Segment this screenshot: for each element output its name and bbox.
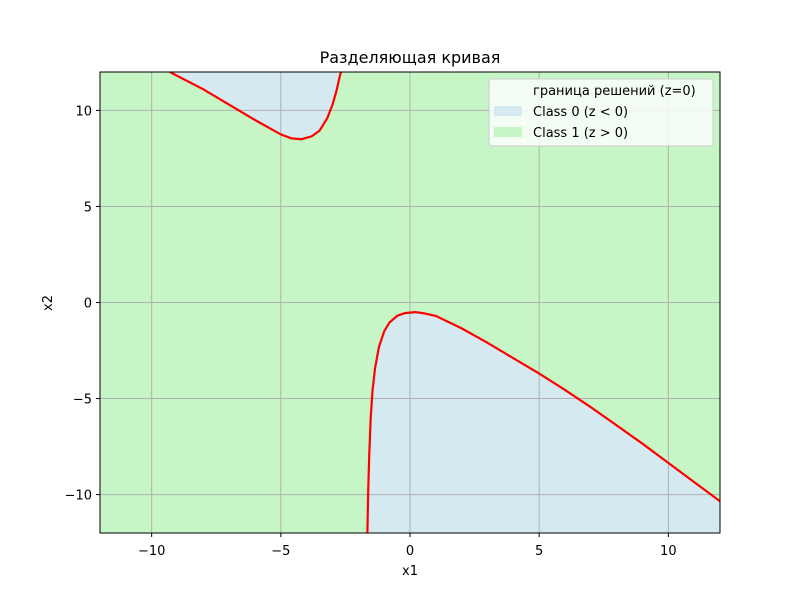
x-tick-label: −5 bbox=[271, 544, 290, 559]
legend-swatch-class1 bbox=[494, 127, 522, 137]
boundary-curve-lower bbox=[366, 310, 720, 533]
x-tick-label: 5 bbox=[535, 544, 543, 559]
x-tick-label: −10 bbox=[138, 544, 165, 559]
chart-title: Разделяющая кривая bbox=[320, 48, 501, 67]
legend: граница решений (z=0) Class 0 (z < 0) Clas… bbox=[488, 78, 714, 147]
x-axis: −10 −5 0 5 10 bbox=[138, 533, 677, 559]
legend-label: граница решений (z=0) bbox=[533, 84, 696, 99]
x-axis-label: x1 bbox=[402, 564, 418, 579]
y-tick-label: −10 bbox=[65, 489, 92, 504]
y-axis: −10 −5 0 5 10 bbox=[65, 104, 100, 504]
legend-box bbox=[488, 78, 714, 147]
legend-label: Class 0 (z < 0) bbox=[533, 105, 628, 120]
legend-label: Class 1 (z > 0) bbox=[533, 126, 628, 141]
grid bbox=[100, 72, 720, 533]
y-tick-label: −5 bbox=[73, 393, 92, 408]
plot-area bbox=[100, 72, 720, 533]
y-tick-label: 10 bbox=[75, 104, 92, 119]
boundary-curves bbox=[169, 72, 720, 533]
y-tick-label: 5 bbox=[84, 200, 92, 215]
y-tick-label: 0 bbox=[84, 297, 92, 312]
y-axis-label: x2 bbox=[41, 295, 56, 311]
x-tick-label: 0 bbox=[406, 544, 414, 559]
class0-region-lower bbox=[367, 312, 720, 533]
boundary-curve-upper bbox=[169, 72, 343, 141]
legend-swatch-class0 bbox=[494, 106, 522, 116]
class0-region-upper bbox=[169, 72, 342, 140]
x-tick-label: 10 bbox=[660, 544, 677, 559]
